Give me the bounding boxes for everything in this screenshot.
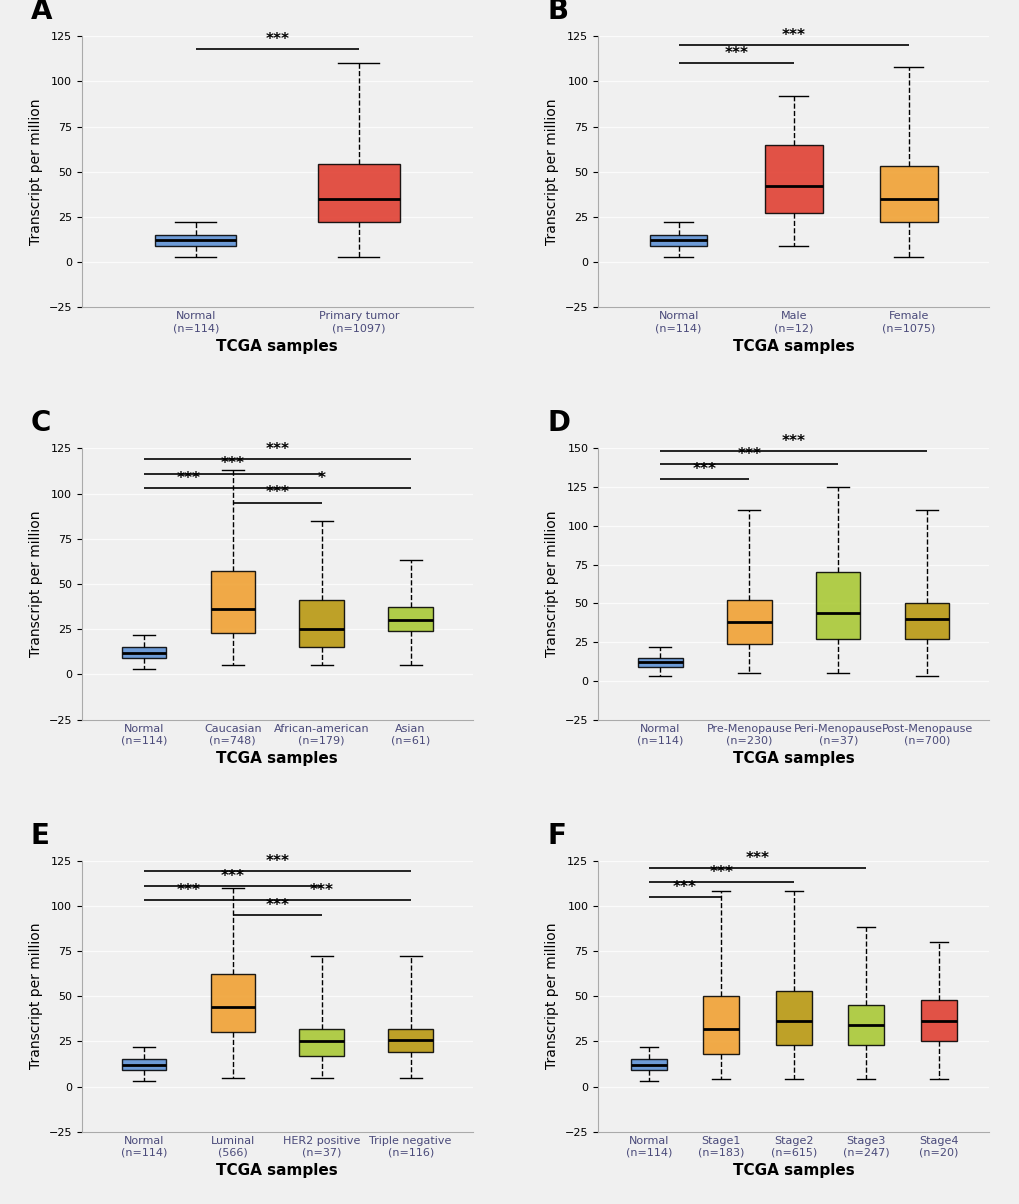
- PathPatch shape: [727, 601, 770, 644]
- Text: ***: ***: [723, 46, 748, 61]
- PathPatch shape: [815, 572, 860, 639]
- Text: ***: ***: [220, 869, 245, 884]
- PathPatch shape: [847, 1005, 883, 1045]
- X-axis label: TCGA samples: TCGA samples: [216, 751, 337, 766]
- Text: A: A: [31, 0, 52, 25]
- PathPatch shape: [318, 165, 399, 223]
- Text: E: E: [31, 821, 50, 850]
- Text: F: F: [547, 821, 566, 850]
- Text: ***: ***: [220, 456, 245, 472]
- Text: ***: ***: [176, 884, 200, 898]
- X-axis label: TCGA samples: TCGA samples: [733, 751, 854, 766]
- PathPatch shape: [300, 1028, 343, 1056]
- PathPatch shape: [904, 603, 949, 639]
- Text: ***: ***: [781, 28, 805, 43]
- Y-axis label: Transcript per million: Transcript per million: [545, 99, 558, 244]
- X-axis label: TCGA samples: TCGA samples: [216, 338, 337, 354]
- X-axis label: TCGA samples: TCGA samples: [733, 338, 854, 354]
- PathPatch shape: [210, 571, 255, 633]
- Text: ***: ***: [265, 898, 289, 913]
- PathPatch shape: [638, 657, 682, 667]
- Text: *: *: [317, 471, 325, 486]
- PathPatch shape: [879, 166, 936, 223]
- X-axis label: TCGA samples: TCGA samples: [733, 1163, 854, 1178]
- Text: ***: ***: [310, 884, 333, 898]
- Y-axis label: Transcript per million: Transcript per million: [29, 99, 43, 244]
- Y-axis label: Transcript per million: Transcript per million: [29, 923, 43, 1069]
- PathPatch shape: [702, 996, 739, 1054]
- X-axis label: TCGA samples: TCGA samples: [216, 1163, 337, 1178]
- PathPatch shape: [121, 1060, 166, 1070]
- Y-axis label: Transcript per million: Transcript per million: [545, 510, 558, 657]
- PathPatch shape: [210, 974, 255, 1032]
- PathPatch shape: [388, 1028, 432, 1052]
- PathPatch shape: [764, 144, 821, 213]
- PathPatch shape: [630, 1060, 666, 1070]
- Text: ***: ***: [265, 855, 289, 869]
- Text: ***: ***: [692, 462, 716, 477]
- Y-axis label: Transcript per million: Transcript per million: [29, 510, 43, 657]
- Text: ***: ***: [265, 442, 289, 458]
- Text: ***: ***: [781, 435, 805, 449]
- PathPatch shape: [920, 999, 956, 1041]
- PathPatch shape: [121, 648, 166, 659]
- Text: D: D: [547, 409, 570, 437]
- Text: ***: ***: [265, 485, 289, 501]
- Text: ***: ***: [673, 880, 696, 895]
- Text: ***: ***: [737, 447, 760, 461]
- PathPatch shape: [300, 601, 343, 648]
- Text: ***: ***: [708, 866, 733, 880]
- Text: ***: ***: [176, 471, 200, 486]
- Text: ***: ***: [745, 850, 768, 866]
- Text: ***: ***: [265, 31, 289, 47]
- PathPatch shape: [155, 235, 236, 246]
- Text: C: C: [31, 409, 51, 437]
- PathPatch shape: [649, 235, 707, 246]
- PathPatch shape: [774, 991, 811, 1045]
- Text: B: B: [547, 0, 568, 25]
- Y-axis label: Transcript per million: Transcript per million: [545, 923, 558, 1069]
- PathPatch shape: [388, 608, 432, 631]
